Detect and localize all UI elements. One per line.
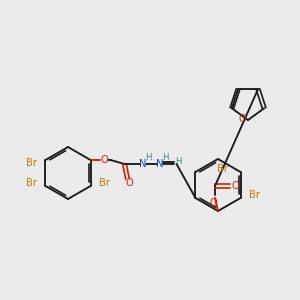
Text: H: H — [162, 154, 169, 163]
Text: O: O — [100, 155, 108, 165]
Text: O: O — [238, 114, 246, 124]
Text: Br: Br — [26, 178, 37, 188]
Text: Br: Br — [249, 190, 260, 200]
Text: N: N — [139, 159, 146, 169]
Text: H: H — [175, 157, 182, 166]
Text: H: H — [145, 154, 152, 163]
Text: Br: Br — [26, 158, 37, 168]
Text: N: N — [156, 159, 163, 169]
Text: O: O — [209, 198, 217, 208]
Text: O: O — [126, 178, 134, 188]
Text: Br: Br — [217, 164, 227, 174]
Text: Br: Br — [99, 178, 110, 188]
Text: O: O — [231, 181, 239, 191]
